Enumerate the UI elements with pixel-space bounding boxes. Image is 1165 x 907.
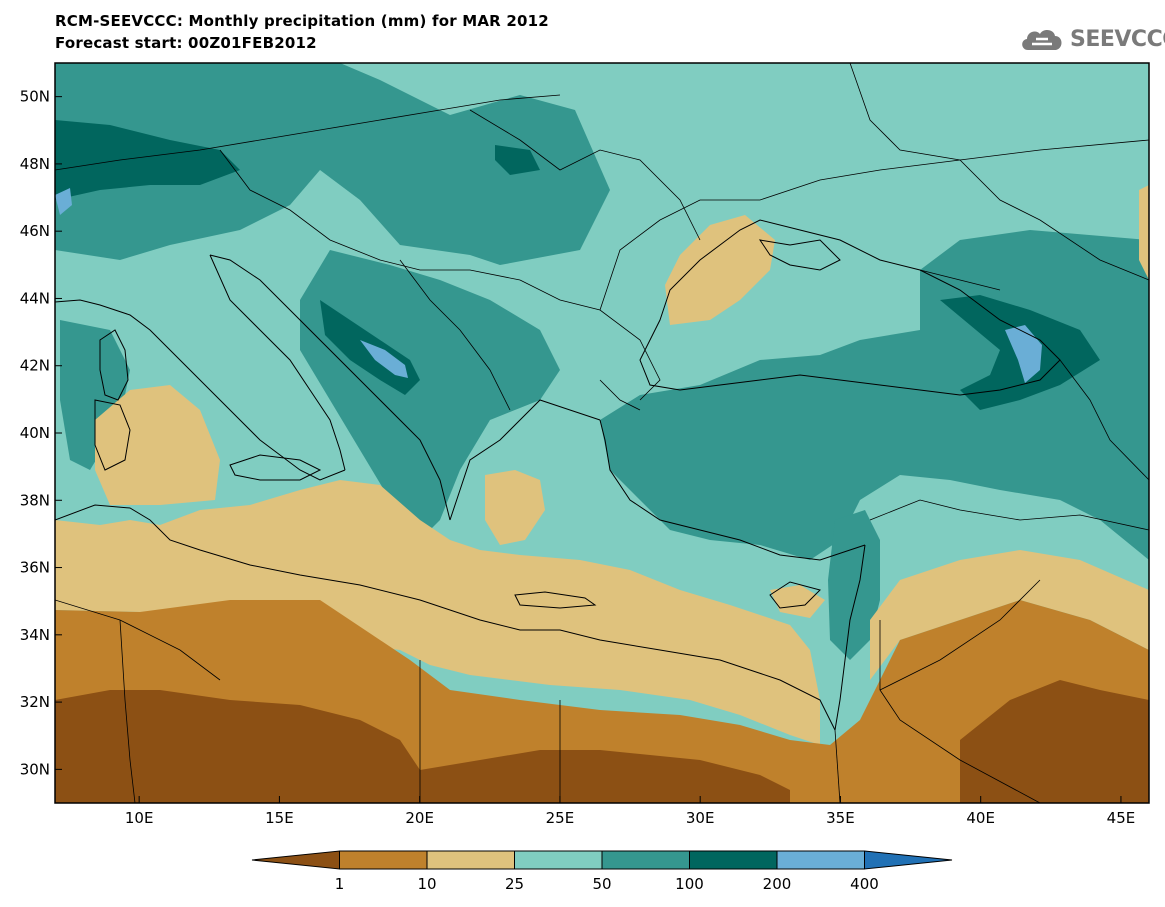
lat-tick-label: 34N — [20, 626, 50, 644]
field-100-200-slovakia — [495, 145, 540, 175]
country-borders — [55, 63, 1149, 803]
colorbar-swatch — [251, 850, 340, 870]
lat-tick-label: 42N — [20, 357, 50, 375]
field-50-100-alps — [55, 63, 610, 265]
field-10-25-east-edge — [1139, 185, 1149, 280]
lon-tick-label: 30E — [686, 809, 715, 827]
longitude-axis: 10E 15E 20E 25E 30E 35E 40E 45E — [125, 796, 1135, 827]
lat-tick-label: 50N — [20, 88, 50, 106]
lat-tick-label: 46N — [20, 222, 50, 240]
field-10-25-black-sea — [665, 215, 775, 325]
lon-tick-label: 25E — [546, 809, 575, 827]
lat-tick-label: 32N — [20, 693, 50, 711]
colorbar-swatch — [339, 850, 428, 870]
colorbar-swatch — [689, 850, 778, 870]
lon-tick-label: 40E — [966, 809, 995, 827]
lat-tick-label: 40N — [20, 424, 50, 442]
field-10-25-cyprus — [770, 585, 825, 618]
colorbar-threshold-label: 25 — [505, 875, 524, 893]
field-lt1-libya-egypt — [55, 690, 790, 803]
field-10-25-mediterranean — [55, 480, 820, 745]
colorbar-swatch — [426, 850, 515, 870]
colorbar-swatch — [514, 850, 603, 870]
field-10-25-tunisia-sicily — [95, 385, 220, 505]
colorbar-threshold-label: 400 — [850, 875, 879, 893]
lon-tick-label: 20E — [405, 809, 434, 827]
cloud-logo-icon — [1022, 30, 1062, 50]
forecast-start-subtitle: Forecast start: 00Z01FEB2012 — [55, 34, 317, 52]
map-plot-area — [55, 63, 1149, 803]
field-50-100-levant — [828, 510, 880, 660]
colorbar-threshold-label: 50 — [592, 875, 611, 893]
field-lt1-arabia — [960, 680, 1149, 803]
lon-tick-label: 45E — [1107, 809, 1136, 827]
latitude-axis: 50N 48N 46N 44N 42N 40N 38N 36N 34N 32N 30N — [20, 88, 62, 778]
lon-tick-label: 10E — [125, 809, 154, 827]
lon-tick-label: 15E — [265, 809, 294, 827]
map-title: RCM-SEEVCCC: Monthly precipitation (mm) … — [55, 12, 549, 30]
seevccc-logo: SEEVCCC — [1018, 24, 1165, 54]
colorbar-threshold-label: 10 — [417, 875, 436, 893]
field-50-100-balkans — [300, 250, 560, 540]
colorbar-swatch — [864, 850, 953, 870]
lat-tick-label: 36N — [20, 559, 50, 577]
lon-tick-label: 35E — [826, 809, 855, 827]
field-10-25-east — [870, 550, 1149, 680]
colorbar-swatch — [776, 850, 865, 870]
field-200-400-montenegro — [360, 340, 408, 378]
colorbar-swatch — [601, 850, 690, 870]
field-10-25-greece — [485, 470, 545, 545]
colorbar: 1 10 25 50 100 200 400 — [251, 850, 953, 893]
lat-tick-label: 30N — [20, 760, 50, 778]
field-200-400-caucasus — [1005, 325, 1042, 383]
coastlines — [55, 219, 1061, 731]
field-200-400-alps — [55, 188, 72, 215]
lat-tick-label: 38N — [20, 491, 50, 509]
colorbar-threshold-label: 1 — [335, 875, 345, 893]
logo-text: SEEVCCC — [1070, 26, 1165, 52]
field-100-200-alps — [55, 120, 240, 200]
colorbar-threshold-label: 100 — [675, 875, 704, 893]
lat-tick-label: 44N — [20, 289, 50, 307]
lat-tick-label: 48N — [20, 155, 50, 173]
colorbar-threshold-label: 200 — [763, 875, 792, 893]
